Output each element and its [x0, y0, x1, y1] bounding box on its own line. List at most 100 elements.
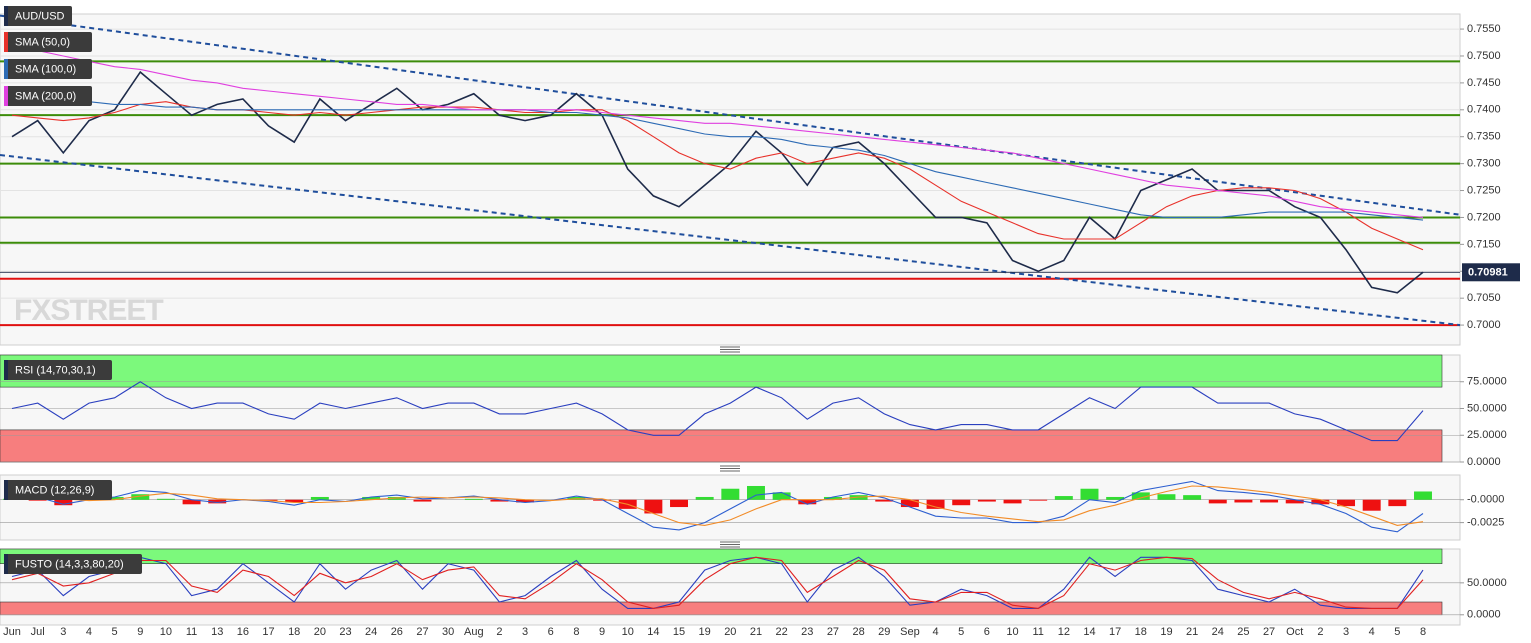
legend-swatch	[4, 59, 8, 79]
x-tick-label: 13	[211, 626, 223, 638]
legend-label: RSI (14,70,30,1)	[15, 364, 96, 376]
y-tick-label: 0.7350	[1467, 131, 1501, 143]
y-tick-label: 0.7050	[1467, 292, 1501, 304]
x-tick-label: 16	[237, 626, 249, 638]
x-tick-label: 24	[365, 626, 377, 638]
y-tick-label: 0.7500	[1467, 50, 1501, 62]
x-tick-label: 21	[1186, 626, 1198, 638]
x-tick-label: 6	[984, 626, 990, 638]
series-line	[11, 47, 1424, 218]
legend-swatch	[4, 86, 8, 106]
histogram-bar	[1106, 496, 1125, 500]
y-tick-label: 25.0000	[1467, 429, 1507, 441]
histogram-bar	[464, 498, 483, 500]
histogram-bar	[926, 499, 945, 509]
x-tick-label: 8	[1420, 626, 1426, 638]
histogram-bar	[105, 496, 124, 500]
x-tick-label: 4	[1369, 626, 1375, 638]
legend-box	[4, 86, 92, 106]
x-tick-label: 18	[288, 626, 300, 638]
x-tick-label: 26	[391, 626, 403, 638]
trend-line	[0, 14, 1461, 216]
series-line	[11, 556, 1424, 609]
legend-label: MACD (12,26,9)	[15, 484, 94, 496]
histogram-bar	[1131, 492, 1150, 500]
histogram-bar	[413, 499, 432, 502]
legend-label: SMA (200,0)	[15, 90, 76, 102]
x-tick-label: 23	[339, 626, 351, 638]
histogram-bar	[875, 499, 894, 502]
histogram-bar	[1080, 488, 1099, 500]
legend-swatch	[4, 360, 8, 380]
histogram-bar	[1337, 499, 1356, 507]
last-price-label: 0.70981	[1468, 267, 1508, 279]
x-tick-label: 27	[827, 626, 839, 638]
y-tick-label: 75.0000	[1467, 376, 1507, 388]
x-tick-label: 29	[878, 626, 890, 638]
legend-box	[4, 480, 112, 500]
x-tick-label: 14	[647, 626, 659, 638]
histogram-bar	[1234, 499, 1253, 503]
series-line	[12, 485, 1424, 526]
y-tick-label: 0.7200	[1467, 211, 1501, 223]
x-tick-label: 22	[776, 626, 788, 638]
legend-label: SMA (50,0)	[15, 36, 70, 48]
histogram-bar	[182, 499, 201, 505]
x-tick-label: Oct	[1286, 626, 1303, 638]
x-tick-label: 17	[1109, 626, 1121, 638]
histogram-bar	[285, 499, 304, 503]
x-tick-label: 4	[933, 626, 939, 638]
histogram-bar	[721, 488, 740, 500]
x-tick-label: 20	[724, 626, 736, 638]
histogram-bar	[1311, 499, 1330, 505]
x-tick-label: 10	[1006, 626, 1018, 638]
x-tick-label: 14	[1083, 626, 1095, 638]
x-tick-label: 5	[958, 626, 964, 638]
series-line	[11, 381, 1424, 442]
legend-label: FUSTO (14,3,3,80,20)	[15, 558, 124, 570]
x-tick-label: 2	[496, 626, 502, 638]
x-tick-label: 18	[1135, 626, 1147, 638]
histogram-bar	[208, 499, 227, 504]
watermark: FXSTREET	[14, 294, 163, 327]
x-tick-label: 3	[522, 626, 528, 638]
x-tick-label: 11	[186, 626, 197, 638]
series-line	[11, 556, 1424, 609]
oversold-zone	[0, 429, 1443, 463]
histogram-bar	[1029, 499, 1048, 501]
y-tick-label: 50.0000	[1467, 402, 1507, 414]
histogram-bar	[1285, 499, 1304, 504]
y-tick-label: 0.7450	[1467, 77, 1501, 89]
x-tick-label: 17	[262, 626, 274, 638]
x-tick-label: 21	[750, 626, 762, 638]
histogram-bar	[772, 492, 791, 500]
histogram-bar	[1183, 495, 1202, 500]
x-tick-label: 27	[1263, 626, 1275, 638]
histogram-bar	[798, 499, 817, 505]
overbought-zone	[0, 354, 1443, 388]
histogram-bar	[747, 485, 765, 500]
histogram-bar	[1157, 494, 1176, 500]
y-tick-label: -0.0025	[1467, 517, 1504, 529]
legend-box	[4, 59, 92, 79]
y-tick-label: 0.7000	[1467, 319, 1501, 331]
histogram-bar	[1414, 491, 1432, 500]
last-price-tag	[1462, 263, 1520, 282]
histogram-bar	[1362, 499, 1381, 511]
y-tick-label: 0.0000	[1467, 609, 1501, 621]
histogram-bar	[1003, 499, 1022, 504]
x-tick-label: 10	[160, 626, 172, 638]
legend-swatch	[4, 480, 8, 500]
x-tick-label: 30	[442, 626, 454, 638]
x-tick-label: 20	[314, 626, 326, 638]
series-line	[11, 70, 1424, 294]
x-tick-label: 15	[673, 626, 685, 638]
x-tick-label: 9	[137, 626, 143, 638]
histogram-bar	[1208, 499, 1227, 504]
x-tick-label: 27	[416, 626, 428, 638]
histogram-bar	[900, 499, 919, 508]
x-tick-label: 3	[1343, 626, 1349, 638]
x-tick-label: 10	[622, 626, 634, 638]
histogram-bar	[490, 499, 509, 502]
